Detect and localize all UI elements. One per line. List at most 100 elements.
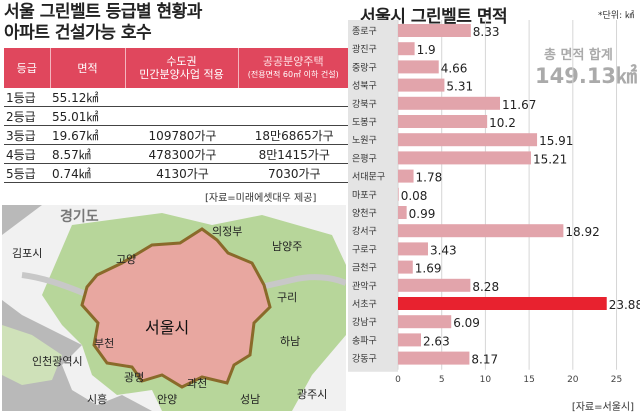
cell-grade: 3등급 (4, 125, 50, 145)
bar (398, 206, 407, 219)
header-public-line1: 공공분양주택 (262, 55, 324, 68)
bar (398, 96, 501, 110)
label-uijeongbu: 의정부 (212, 225, 242, 238)
x-tick-label: 25 (611, 375, 622, 385)
table-row: 5등급 0.74㎢ 4130가구 7030가구 (4, 163, 349, 183)
category-label: 양천구 (352, 208, 377, 219)
label-gyeonggi: 경기도 (60, 208, 99, 225)
category-label: 성북구 (352, 81, 377, 92)
bar (398, 278, 471, 292)
category-label: 마포구 (352, 190, 377, 201)
cell-private: 4130가구 (125, 163, 238, 183)
right-source: [자료=서울시] (571, 402, 634, 413)
header-private: 수도권 민간분양사업 적용 (125, 48, 239, 88)
label-gwangmyeong: 광명 (124, 371, 144, 384)
cell-public: 8만1415가구 (238, 144, 349, 164)
value-label: 15.21 (533, 152, 567, 166)
category-label: 강남구 (352, 317, 377, 328)
cell-grade: 2등급 (4, 106, 50, 126)
bar (398, 260, 413, 274)
label-namyangju: 남양주 (272, 240, 302, 253)
bar (398, 24, 471, 37)
label-seongnam: 성남 (240, 393, 260, 406)
cell-private (125, 106, 238, 126)
bar (398, 78, 445, 92)
table-row: 3등급 19.67㎢ 109780가구 18만6865가구 (4, 125, 349, 145)
category-label: 노원구 (352, 135, 377, 146)
category-column-bg (348, 20, 398, 372)
cell-area: 55.01㎢ (50, 106, 125, 126)
value-label: 5.31 (446, 80, 473, 94)
cell-area: 8.57㎢ (50, 144, 125, 164)
bar (398, 42, 415, 56)
cell-area: 0.74㎢ (50, 163, 125, 183)
value-label: 1.69 (415, 262, 442, 276)
table-row: 4등급 8.57㎢ 478300가구 8만1415가구 (4, 144, 349, 164)
cell-public: 18만6865가구 (238, 125, 349, 145)
value-label: 18.92 (565, 225, 599, 239)
cell-grade: 4등급 (4, 144, 50, 164)
category-label: 송파구 (352, 335, 377, 346)
category-label: 광진구 (352, 43, 377, 55)
cell-area: 19.67㎢ (50, 125, 125, 145)
greenbelt-west (2, 325, 62, 385)
seoul-shape (80, 227, 272, 389)
label-goyang: 고양 (116, 253, 136, 266)
cell-grade: 1등급 (4, 88, 50, 107)
category-label: 서대문구 (352, 172, 385, 183)
header-private-line1: 수도권 (166, 55, 197, 68)
x-tick-label: 0 (395, 375, 401, 385)
header-area: 면적 (50, 48, 126, 88)
cell-area: 55.12㎢ (50, 88, 125, 107)
left-title-line2: 아파트 건설가능 호수 (4, 23, 152, 43)
label-hanam: 하남 (280, 334, 300, 348)
bar-chart: 종로구 8.33 광진구 1.9 중랑구 4.66 성북구 5.31 강북구 11.67 도봉구 10… (348, 20, 640, 385)
left-source: [자료=미래에셋대우 제공] (205, 193, 317, 204)
value-label: 11.67 (502, 98, 536, 112)
header-public-line2: (전용면적 60㎡ 이하 건설) (247, 70, 339, 79)
left-title-line1: 서울 그린벨트 등급별 현황과 (4, 2, 202, 22)
unit-label: *단위: ㎢ (598, 11, 634, 21)
label-incheon: 인천광역시 (32, 354, 83, 368)
bar (398, 351, 470, 365)
category-label: 구로구 (352, 244, 377, 255)
table-row: 2등급 55.01㎢ (4, 106, 349, 126)
category-label: 강동구 (352, 354, 377, 365)
value-label: 8.28 (472, 280, 499, 294)
header-private-line2: 민간분양사업 적용 (139, 68, 224, 81)
total-value: 149.13㎢ (535, 64, 638, 88)
value-label: 10.2 (489, 116, 516, 130)
value-label: 1.78 (416, 171, 443, 185)
category-label: 은평구 (352, 153, 377, 164)
grade-table: 등급 면적 수도권 민간분양사업 적용 공공분양주택 (전용면적 60㎡ 이하 … (4, 48, 349, 183)
value-label: 15.91 (539, 134, 573, 148)
cell-public (238, 106, 349, 126)
header-public: 공공분양주택 (전용면적 60㎡ 이하 건설) (238, 48, 349, 88)
value-label: 4.66 (441, 61, 468, 75)
label-gwacheon: 과천 (187, 376, 207, 390)
value-label: 8.17 (471, 353, 498, 367)
category-label: 종로구 (352, 26, 377, 37)
value-label: 2.63 (423, 334, 450, 348)
category-label: 서초구 (352, 299, 377, 310)
value-label: 3.43 (430, 243, 457, 257)
bar (398, 115, 488, 128)
cell-private: 478300가구 (125, 144, 238, 164)
bar (398, 151, 531, 165)
label-seoul: 서울시 (145, 318, 189, 337)
bar (398, 242, 428, 256)
category-label: 중랑구 (352, 61, 377, 73)
category-label: 강서구 (352, 226, 377, 237)
x-tick-label: 20 (567, 375, 579, 385)
bar (398, 315, 452, 329)
label-anyang: 안양 (157, 393, 177, 406)
bar (398, 133, 538, 147)
cell-public (238, 88, 349, 107)
header-grade: 등급 (4, 48, 51, 88)
greenbelt-map: 경기도 의정부 고양 남양주 김포시 구리 서울시 부천 인천광역시 하남 광명… (2, 205, 346, 411)
x-tick-label: 15 (523, 375, 534, 385)
category-label: 강북구 (352, 99, 377, 110)
bar (398, 187, 399, 201)
cell-private (125, 88, 238, 107)
value-label: 6.09 (453, 316, 480, 330)
